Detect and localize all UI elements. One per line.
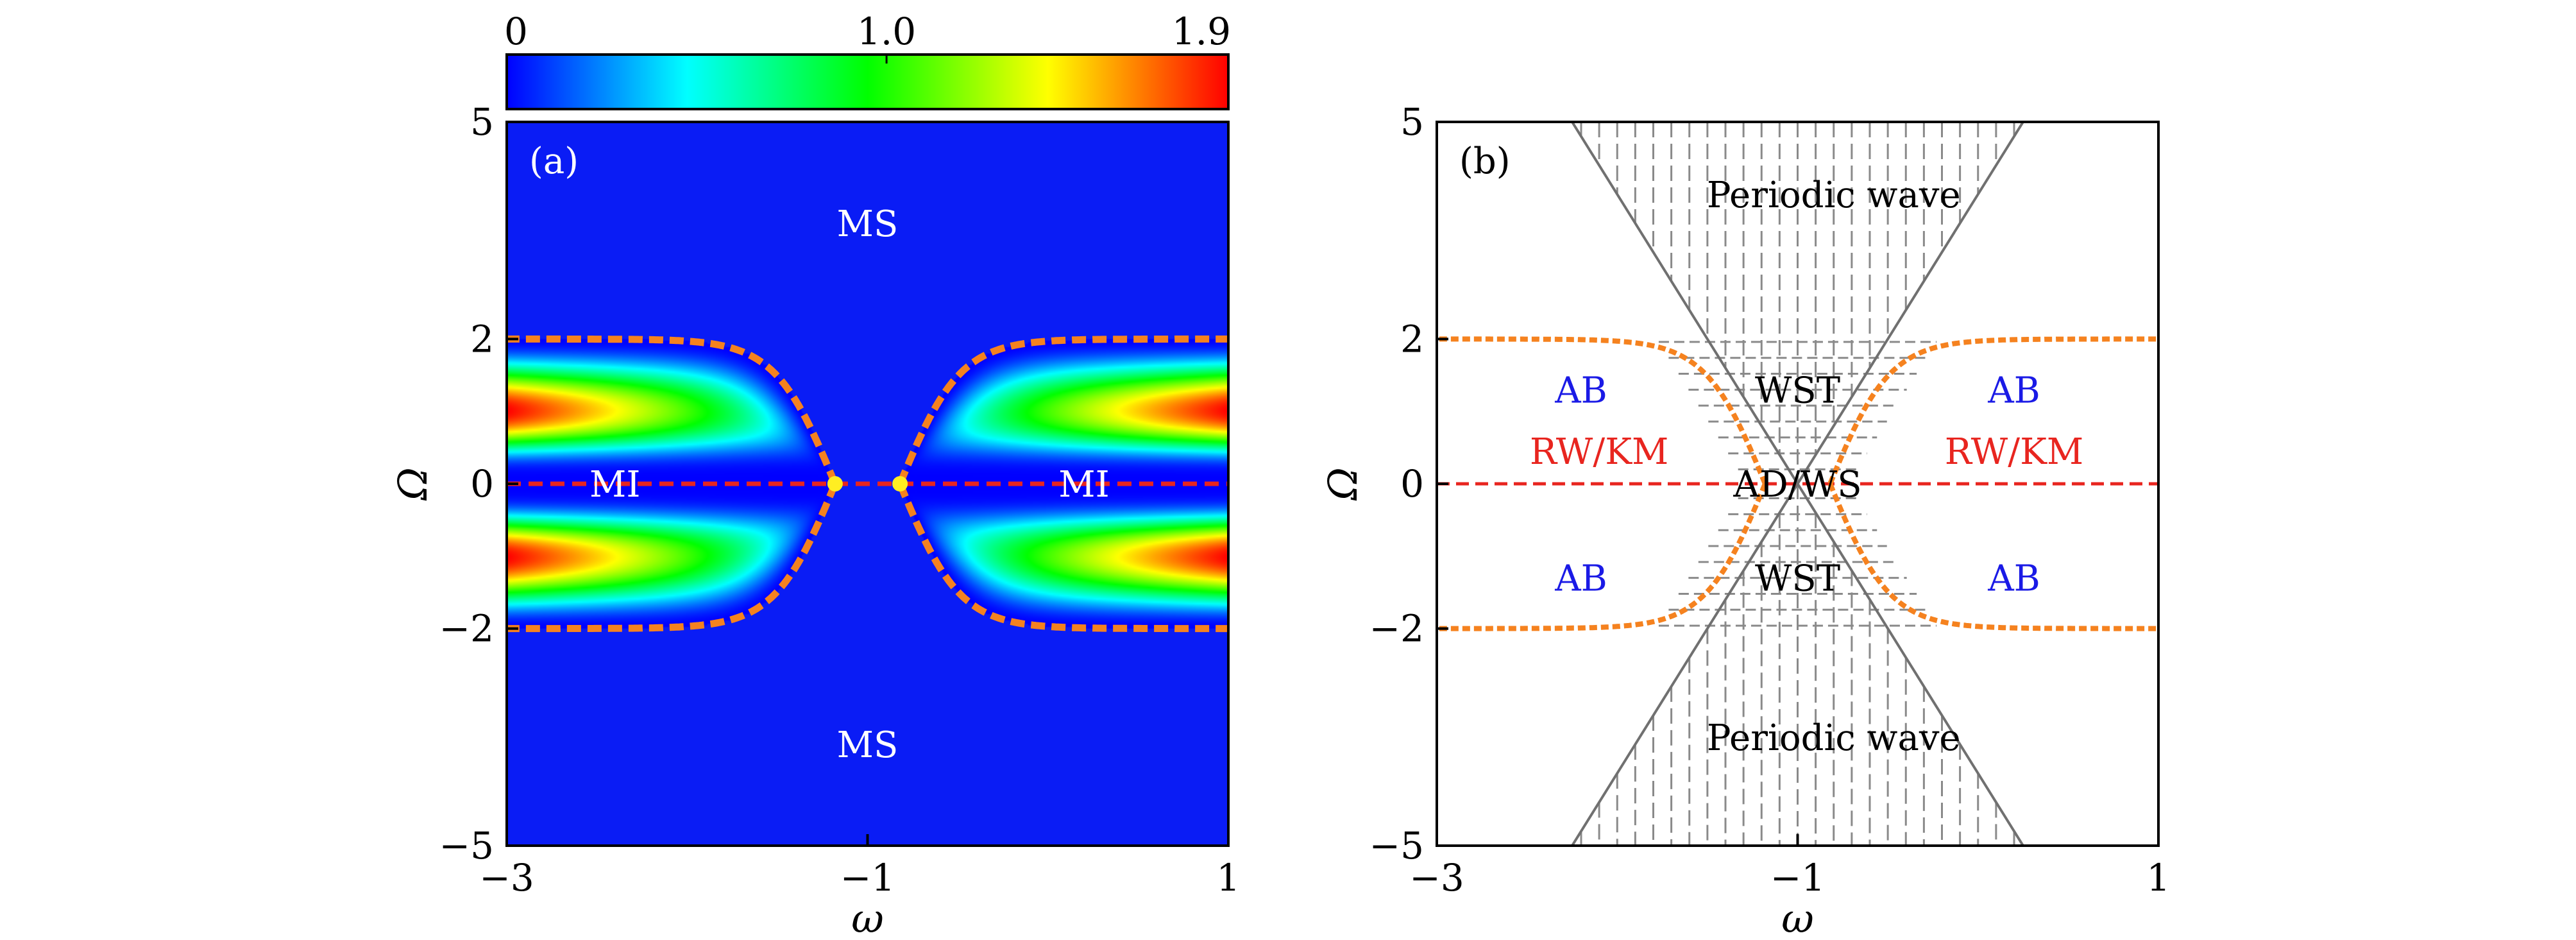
region-label: RW/KM [1530, 431, 1669, 473]
mi-boundary-line [507, 482, 839, 633]
region-label: AB [1987, 370, 2040, 411]
region-label: Periodic wave [1707, 717, 1961, 759]
region-label: Periodic wave [1707, 175, 1961, 216]
characteristic-line [1571, 122, 2024, 846]
boundary-marker [892, 476, 908, 491]
y-tick-label: −5 [439, 824, 495, 867]
region-label: AB [1554, 370, 1607, 411]
region-label: AD/WS [1733, 464, 1861, 506]
colorbar-tick-label: 1.0 [857, 10, 916, 53]
y-tick-label: −2 [1369, 607, 1425, 651]
x-tick-label: −3 [1409, 856, 1464, 900]
region-label: MS [837, 203, 899, 245]
y-tick-label: 2 [470, 317, 494, 361]
x-tick-label: −1 [1770, 856, 1826, 900]
x-tick-label: −1 [840, 856, 895, 900]
x-axis-title: ω [851, 895, 884, 940]
region-label: MI [1058, 464, 1109, 506]
x-tick-label: 1 [1217, 856, 1241, 900]
mi-boundary-line [1437, 483, 1768, 631]
mi-boundary-line [1827, 483, 2158, 631]
x-tick-label: 1 [2147, 856, 2171, 900]
mi-boundary-line [1827, 336, 2158, 485]
panel-a: −3 −1 1 5 2 0 −2 −5 ω Ω (a) MS MS MI MI [389, 100, 1240, 940]
boundary-marker [827, 476, 843, 491]
y-tick-label: −5 [1369, 824, 1425, 867]
mi-boundary-line [507, 335, 839, 486]
panel-b: −3 −1 1 5 2 0 −2 −5 ω Ω (b) Periodic wave Periodic … [1319, 100, 2170, 940]
y-tick-label: 5 [1400, 100, 1424, 144]
y-tick-label: 0 [470, 462, 494, 506]
mi-boundary-line [896, 482, 1228, 633]
region-label: WST [1755, 370, 1840, 411]
colorbar-tick-label: 0 [504, 10, 528, 53]
y-tick-label: 0 [1400, 462, 1424, 506]
mi-boundary-line [1437, 336, 1768, 485]
a-panel-label: (a) [529, 141, 579, 182]
y-axis-title: Ω [1319, 467, 1366, 500]
colorbar-tick-label: 1.9 [1172, 10, 1231, 53]
region-label: MS [837, 724, 899, 766]
region-label: AB [1554, 558, 1607, 600]
region-label: WST [1755, 558, 1840, 600]
y-tick-label: 2 [1400, 317, 1424, 361]
mi-boundary-line [896, 335, 1228, 486]
b-panel-label: (b) [1459, 141, 1511, 182]
x-axis-title: ω [1781, 895, 1814, 940]
colorbar-gradient [505, 53, 1230, 110]
colorbar: 0 1.0 1.9 [504, 10, 1231, 110]
region-label: MI [589, 464, 640, 506]
y-tick-label: −2 [439, 607, 495, 651]
region-label: AB [1987, 558, 2040, 600]
y-axis-title: Ω [389, 467, 436, 500]
region-label: RW/KM [1945, 431, 2084, 473]
x-tick-label: −3 [479, 856, 534, 900]
y-tick-label: 5 [470, 100, 494, 144]
